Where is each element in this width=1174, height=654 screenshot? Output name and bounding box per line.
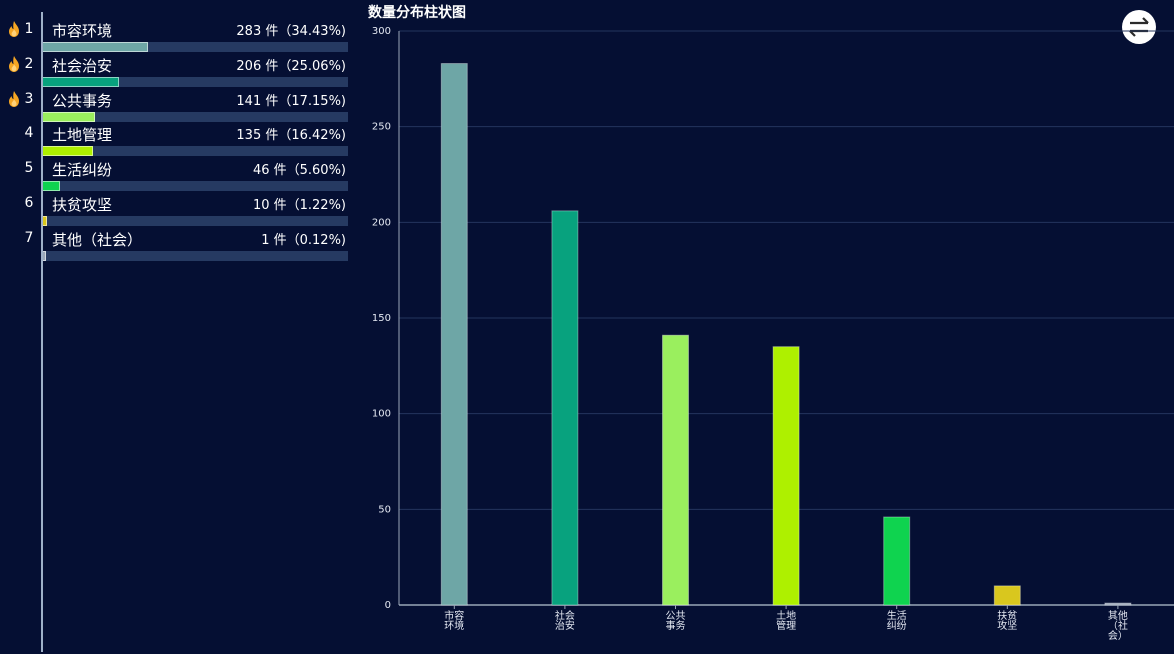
- progress-fill: [43, 181, 61, 191]
- progress-track: [43, 77, 348, 87]
- ranking-row: 1 市容环境 283 件（34.43%): [0, 16, 350, 52]
- chart-title: 数量分布柱状图: [368, 5, 466, 21]
- category-label: 土地管理: [52, 126, 113, 144]
- ranking-row: 2 社会治安 206 件（25.06%): [0, 51, 350, 87]
- x-tick-label: 会）: [1108, 629, 1128, 642]
- y-tick-label: 150: [372, 313, 391, 324]
- progress-fill: [43, 216, 47, 226]
- progress-fill: [43, 42, 148, 52]
- x-tick-label: 社会: [555, 609, 575, 622]
- category-label: 市容环境: [52, 22, 113, 40]
- progress-track: [43, 112, 348, 122]
- chart-toggle-button[interactable]: [1122, 10, 1156, 44]
- rank-number: 4: [24, 125, 34, 141]
- bar: [993, 585, 1021, 606]
- category-count: 141 件（17.15%): [236, 94, 346, 109]
- category-label: 其他（社会）: [52, 231, 143, 249]
- x-tick-label: 生活: [887, 609, 907, 622]
- x-tick-label: 扶贫: [997, 609, 1017, 622]
- x-tick-label: 纠纷: [887, 619, 907, 632]
- bar: [772, 346, 800, 606]
- bar: [662, 334, 689, 606]
- progress-track: [43, 251, 348, 261]
- progress-fill: [43, 112, 96, 122]
- y-tick-label: 200: [372, 217, 391, 228]
- fire-icon: [9, 21, 19, 37]
- ranking-row: 5 生活纠纷 46 件（5.60%): [0, 155, 350, 191]
- rank-number: 3: [24, 91, 34, 107]
- progress-fill: [43, 77, 120, 87]
- x-tick-label: 管理: [776, 619, 796, 632]
- rank-number: 2: [24, 56, 34, 72]
- y-tick-label: 100: [372, 409, 391, 420]
- x-tick-label: 市容: [444, 609, 464, 622]
- category-count: 283 件（34.43%): [236, 24, 346, 39]
- category-count: 206 件（25.06%): [236, 59, 346, 74]
- progress-track: [43, 181, 348, 191]
- bar: [551, 210, 579, 606]
- rank-number: 6: [24, 195, 34, 211]
- y-tick-label: 250: [372, 122, 391, 133]
- x-tick-label: 环境: [444, 619, 464, 632]
- progress-track: [43, 42, 348, 52]
- x-tick-label: 其他: [1108, 609, 1128, 622]
- ranking-panel: 1 市容环境 283 件（34.43%) 2 社会治安 206 件（25.06%) 3 公共事…: [0, 0, 350, 654]
- progress-fill: [43, 146, 94, 156]
- y-tick-label: 300: [372, 26, 391, 37]
- y-tick-label: 50: [378, 504, 391, 515]
- category-count: 1 件（0.12%): [261, 233, 346, 248]
- progress-track: [43, 216, 348, 226]
- rank-number: 1: [24, 21, 34, 37]
- category-label: 社会治安: [52, 57, 113, 75]
- x-tick-label: （社: [1108, 619, 1128, 632]
- category-label: 扶贫攻坚: [52, 196, 113, 214]
- bar: [1104, 602, 1132, 606]
- bar-chart: 0 50 100 150 200 250 300 市容环境 社会治安 公共事务 土地管理 生活纠纷 扶贫…: [372, 26, 1174, 642]
- category-label: 公共事务: [52, 92, 113, 110]
- fire-icon: [9, 91, 19, 107]
- fire-icon: [9, 56, 19, 72]
- x-tick-label: 公共: [666, 610, 686, 622]
- bar: [440, 63, 468, 606]
- ranking-divider: [41, 12, 43, 652]
- x-tick-label: 土地: [776, 609, 796, 622]
- ranking-row: 7 其他（社会） 1 件（0.12%): [0, 225, 350, 261]
- x-tick-label: 治安: [555, 619, 575, 632]
- x-tick-label: 攻坚: [997, 619, 1017, 632]
- ranking-row: 3 公共事务 141 件（17.15%): [0, 86, 350, 122]
- rank-number: 5: [24, 160, 34, 176]
- category-label: 生活纠纷: [52, 161, 113, 179]
- category-count: 10 件（1.22%): [252, 198, 346, 213]
- ranking-row: 6 扶贫攻坚 10 件（1.22%): [0, 190, 350, 226]
- category-count: 135 件（16.42%): [236, 128, 346, 143]
- category-count: 46 件（5.60%): [252, 163, 346, 178]
- ranking-row: 4 土地管理 135 件（16.42%): [0, 120, 350, 156]
- x-tick-label: 事务: [666, 619, 686, 632]
- progress-track: [43, 146, 348, 156]
- progress-fill: [43, 251, 46, 261]
- y-tick-label: 0: [385, 600, 391, 611]
- bar: [883, 516, 911, 606]
- rank-number: 7: [24, 230, 34, 246]
